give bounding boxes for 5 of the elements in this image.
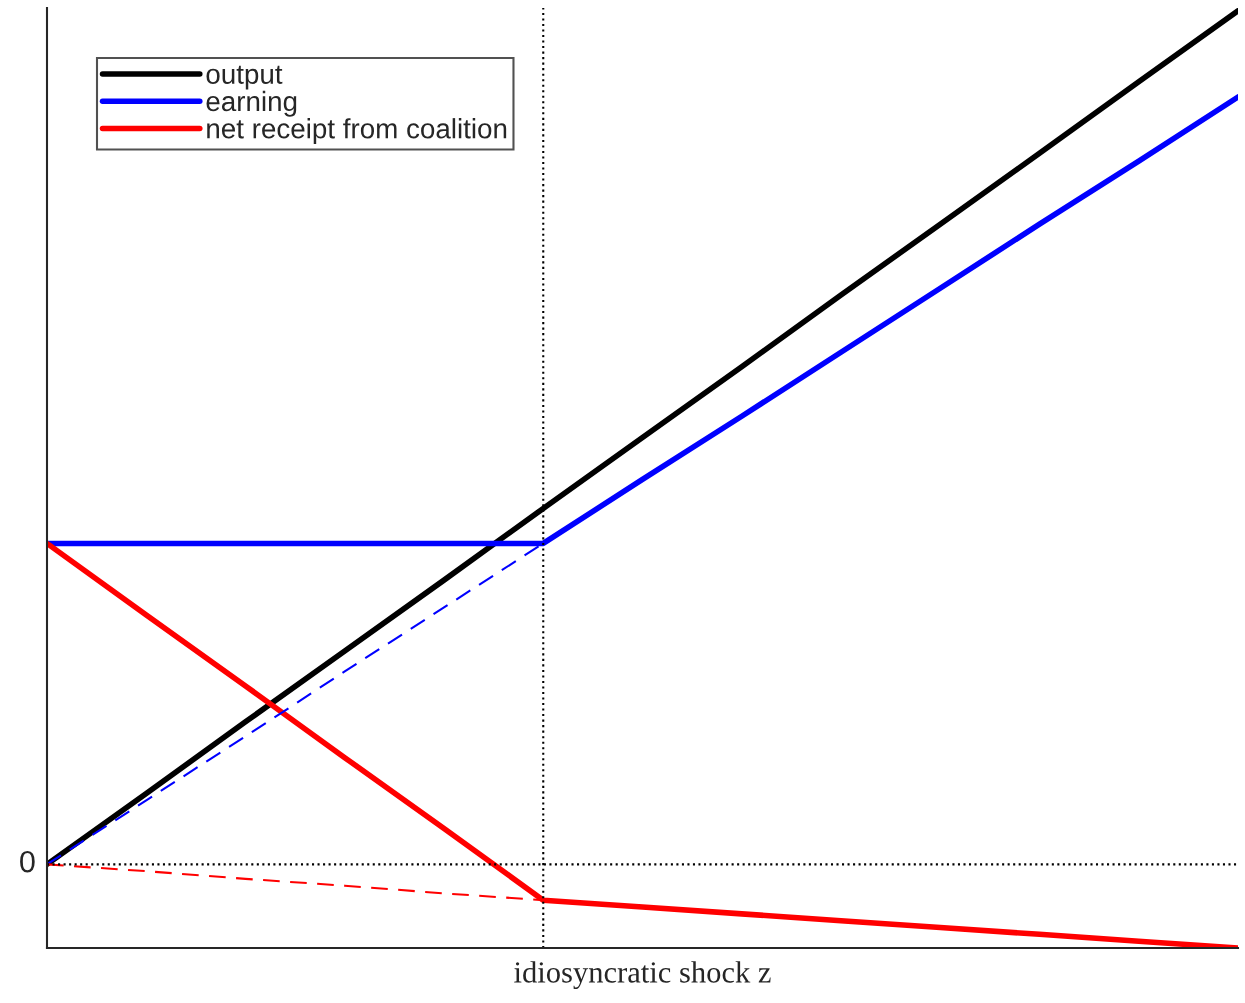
legend-label: net receipt from coalition [207,118,507,145]
ref-line-label: 0 [20,850,35,873]
legend-label: output [206,65,283,90]
x-axis-title: idiosyncratic shock z [514,961,771,989]
legend-label: earning [206,90,297,117]
